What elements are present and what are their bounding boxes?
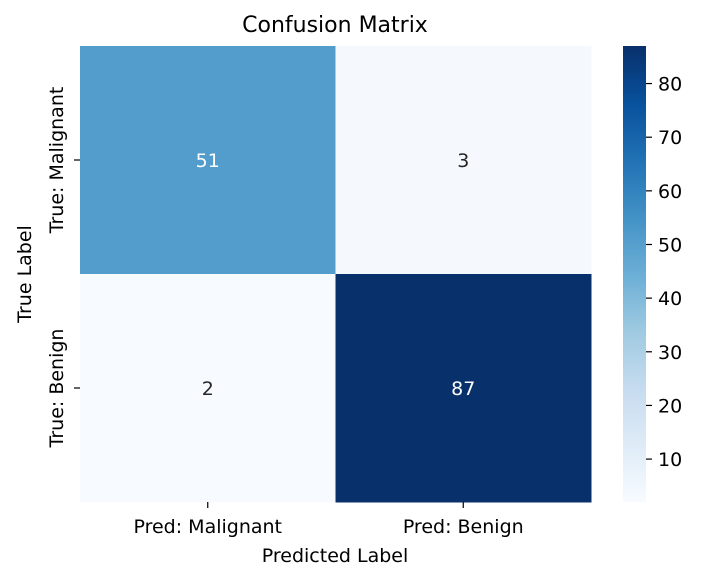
heatmap-cell <box>80 274 336 503</box>
y-axis-label: True Label <box>14 225 36 324</box>
x-tick-label: Pred: Malignant <box>133 516 282 538</box>
heatmap-cells <box>80 46 592 503</box>
cell-value-label: 2 <box>202 378 214 400</box>
colorbar-tick-label: 40 <box>658 288 682 310</box>
heatmap-cell <box>335 46 592 275</box>
colorbar-tick-label: 60 <box>658 181 682 203</box>
colorbar-tick-label: 10 <box>658 449 682 471</box>
colorbar-ticks: 10 20 30 40 50 60 70 80 <box>646 74 682 471</box>
y-tick-label: True: Malignant <box>46 87 68 235</box>
colorbar-tick-label: 70 <box>658 127 682 149</box>
chart-title: Confusion Matrix <box>242 13 428 38</box>
cell-value-label: 3 <box>457 150 469 172</box>
heatmap-cell-labels: 51 3 2 87 <box>196 150 476 400</box>
x-axis-label: Predicted Label <box>262 545 409 567</box>
colorbar-tick-label: 80 <box>658 74 682 96</box>
colorbar-tick-label: 50 <box>658 234 682 256</box>
colorbar-tick-label: 20 <box>658 395 682 417</box>
heatmap-cell <box>335 274 592 503</box>
y-tick-label: True: Benign <box>46 329 68 449</box>
colorbar-tick-label: 30 <box>658 342 682 364</box>
x-axis: Pred: Malignant Pred: Benign <box>133 502 524 538</box>
cell-value-label: 51 <box>196 150 220 172</box>
heatmap-cell <box>80 46 336 275</box>
colorbar <box>623 46 646 502</box>
x-tick-label: Pred: Benign <box>403 516 524 538</box>
cell-value-label: 87 <box>451 378 475 400</box>
y-axis: True: Malignant True: Benign <box>46 87 80 449</box>
